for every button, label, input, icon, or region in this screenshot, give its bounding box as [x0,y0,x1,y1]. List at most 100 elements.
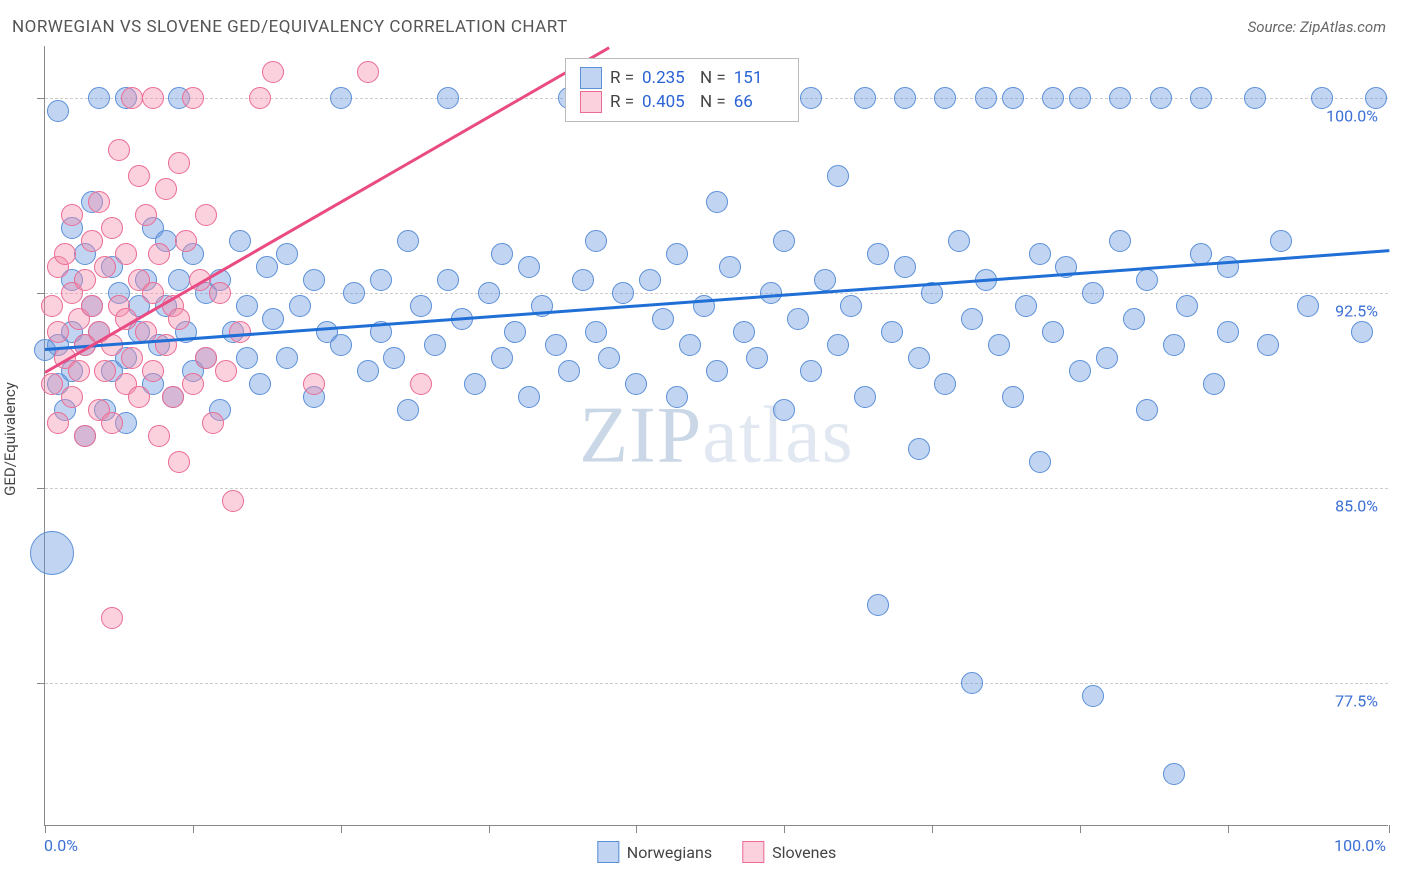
scatter-point [800,360,822,382]
scatter-point [867,243,889,265]
scatter-point [61,386,83,408]
scatter-point [142,360,164,382]
scatter-point [1257,334,1279,356]
watermark: ZIPatlas [579,390,854,481]
scatter-point [1270,230,1292,252]
scatter-point [236,295,258,317]
scatter-point [867,594,889,616]
scatter-point [773,230,795,252]
scatter-point [706,360,728,382]
scatter-point [276,347,298,369]
scatter-point [262,61,284,83]
scatter-point [202,412,224,434]
n-label-2: N = [700,92,726,112]
scatter-point [276,243,298,265]
scatter-point [666,243,688,265]
scatter-point [934,373,956,395]
scatter-point [1015,295,1037,317]
scatter-point [478,282,500,304]
x-tick [932,825,933,833]
scatter-point [148,243,170,265]
scatter-point [108,139,130,161]
x-tick [636,825,637,833]
scatter-point [128,165,150,187]
scatter-point [94,360,116,382]
scatter-point [585,321,607,343]
scatter-point [518,386,540,408]
scatter-point [961,672,983,694]
scatter-point [236,347,258,369]
plot-area: ZIPatlas Norwegians Slovenes 77.5%85.0%9… [44,46,1388,826]
scatter-point [30,531,74,575]
scatter-point [1136,399,1158,421]
scatter-point [195,347,217,369]
x-tick [45,825,46,833]
scatter-point [343,282,365,304]
scatter-point [881,321,903,343]
y-tick [37,683,45,684]
scatter-point [357,360,379,382]
scatter-point [719,256,741,278]
stats-row-2: R = 0.405 N = 66 [580,91,784,113]
scatter-point [437,87,459,109]
y-tick [37,488,45,489]
scatter-point [840,295,862,317]
scatter-point [612,282,634,304]
scatter-point [706,191,728,213]
chart-title: NORWEGIAN VS SLOVENE GED/EQUIVALENCY COR… [12,17,568,37]
scatter-point [383,347,405,369]
scatter-point [303,373,325,395]
x-tick [489,825,490,833]
scatter-point [215,360,237,382]
scatter-point [746,347,768,369]
legend-label-norwegians: Norwegians [627,843,712,862]
legend-label-slovenes: Slovenes [772,843,836,862]
grid-line [45,293,1388,294]
scatter-point [1217,321,1239,343]
scatter-point [424,334,446,356]
y-tick-label: 100.0% [1326,107,1378,126]
scatter-point [934,87,956,109]
scatter-point [1096,347,1118,369]
y-tick-label: 85.0% [1335,497,1378,516]
scatter-point [1109,87,1131,109]
scatter-point [41,295,63,317]
scatter-point [175,230,197,252]
legend: Norwegians Slovenes [597,841,836,863]
scatter-point [1029,243,1051,265]
scatter-point [1311,87,1333,109]
y-tick-label: 77.5% [1335,692,1378,711]
n-value-1: 151 [734,68,784,88]
stats-box: R = 0.235 N = 151 R = 0.405 N = 66 [565,58,799,122]
scatter-point [74,269,96,291]
scatter-point [101,412,123,434]
scatter-point [168,451,190,473]
chart-source: Source: ZipAtlas.com [1248,18,1386,36]
scatter-point [1002,386,1024,408]
scatter-point [894,87,916,109]
scatter-point [182,87,204,109]
x-tick [1228,825,1229,833]
scatter-point [155,334,177,356]
scatter-point [94,256,116,278]
legend-swatch-norwegians [597,841,619,863]
scatter-point [74,425,96,447]
scatter-point [1042,321,1064,343]
scatter-point [827,165,849,187]
scatter-point [1190,87,1212,109]
scatter-point [182,373,204,395]
scatter-point [410,295,432,317]
scatter-point [47,100,69,122]
scatter-point [464,373,486,395]
scatter-point [1176,295,1198,317]
swatch-norwegians [580,67,602,89]
scatter-point [518,256,540,278]
scatter-point [121,87,143,109]
scatter-point [162,386,184,408]
scatter-point [585,230,607,252]
x-tick [784,825,785,833]
scatter-point [1365,87,1387,109]
scatter-point [1163,334,1185,356]
grid-line [45,683,1388,684]
x-tick [1389,825,1390,833]
